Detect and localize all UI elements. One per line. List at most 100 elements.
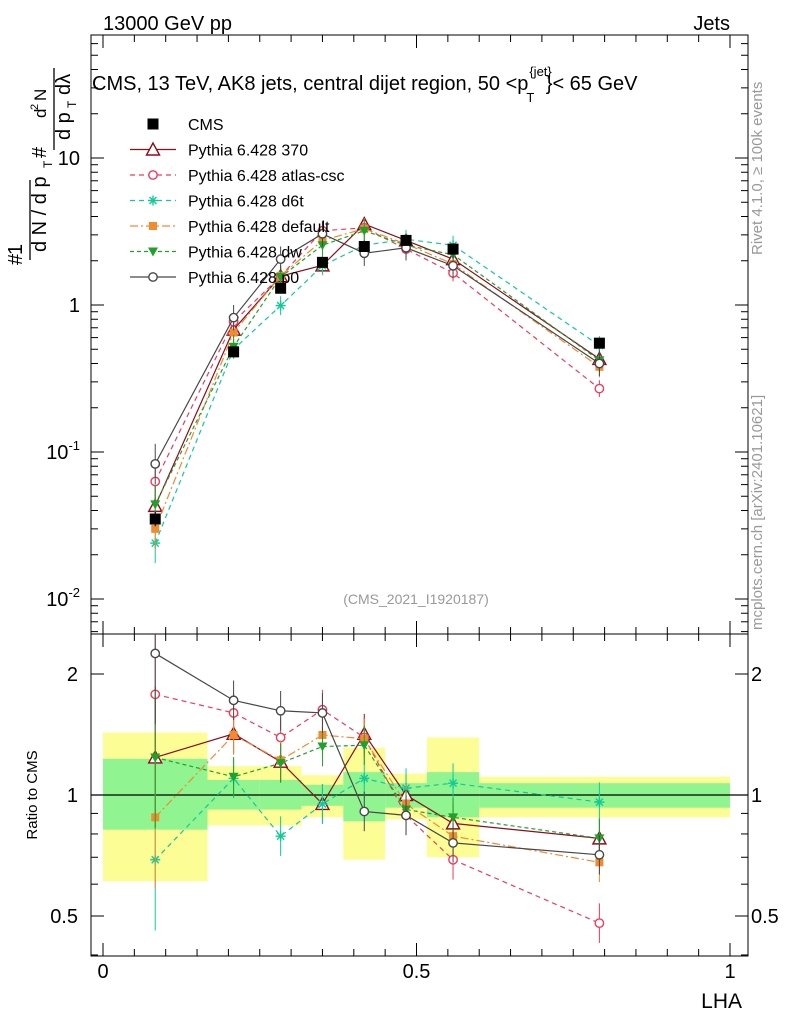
ratio-line <box>154 777 600 861</box>
series-pythia-6-428-default <box>151 218 604 549</box>
cms-point <box>400 234 412 246</box>
ylabel-d2n-sup: 2 <box>29 104 41 110</box>
series-point <box>359 226 370 236</box>
star-stroke <box>360 774 369 783</box>
ylabel-den: d N / d p <box>29 176 51 252</box>
legend-label: Pythia 6.428 d6t <box>188 194 304 211</box>
legend-marker <box>145 141 161 156</box>
ylabel-den-sub: T <box>41 160 55 168</box>
x-tick-label: 1 <box>724 961 735 983</box>
series-point <box>275 254 286 265</box>
ratio-point <box>448 838 458 848</box>
legend-entry: CMS <box>147 117 224 134</box>
cms-data <box>149 234 605 527</box>
series-point <box>594 383 605 394</box>
series-pythia-6-428-370 <box>147 216 608 526</box>
ratio-y-tick-label: 1 <box>67 785 78 807</box>
cms-point <box>275 282 287 294</box>
analysis-watermark: (CMS_2021_I1920187) <box>343 591 489 607</box>
ratio-point <box>150 753 161 763</box>
legend-entry: Pythia 6.428 atlas-csc <box>130 168 345 185</box>
cms-point <box>316 256 328 268</box>
ratio-y-tick-label-right: 1 <box>751 785 762 807</box>
title-sub: T <box>526 90 534 105</box>
star-stroke <box>149 196 157 205</box>
ratio-point <box>228 772 239 782</box>
ylabel-hash2: # <box>29 146 51 158</box>
series-point <box>317 228 328 239</box>
ratio-point <box>594 849 605 860</box>
star-stroke <box>449 779 458 788</box>
y-tick-label: 10-2 <box>46 585 80 611</box>
star-stroke <box>276 301 285 310</box>
legend-label: Pythia 6.428 370 <box>188 143 308 160</box>
star-stroke <box>595 798 604 807</box>
series-point <box>275 273 286 283</box>
ratio-line <box>154 652 600 856</box>
legend-entry: Pythia 6.428 370 <box>130 141 308 160</box>
ratio-point <box>275 705 286 716</box>
series-point <box>448 260 458 271</box>
series-line <box>154 223 600 507</box>
cms-point <box>447 243 459 255</box>
legend-label: Pythia 6.428 p0 <box>188 270 299 287</box>
ylabel-hash: # <box>5 253 27 265</box>
legend-entry: Pythia 6.428 p0 <box>130 270 299 287</box>
legend-label: CMS <box>188 117 224 134</box>
ratio-point <box>317 708 328 718</box>
x-tick-label: 0 <box>97 961 108 983</box>
ratio-point <box>275 759 286 769</box>
legend-marker <box>148 195 158 206</box>
legend-marker <box>148 170 158 180</box>
ylabel-dpt-sub: T <box>65 100 79 108</box>
series-point <box>594 358 605 369</box>
ratio-line <box>155 693 600 924</box>
ratio-y-tick-label: 0.5 <box>50 906 78 928</box>
ratio-point <box>229 731 238 740</box>
legend-label: Pythia 6.428 dw <box>188 245 302 262</box>
ratio-point <box>150 648 161 659</box>
y-tick-label: 10 <box>58 148 80 170</box>
title-sup: {jet} <box>529 64 552 79</box>
ratio-point <box>317 742 328 752</box>
ratio-y-tick-label-right: 2 <box>751 664 762 686</box>
series-pythia-6-428-dw <box>150 219 605 525</box>
legend-entry: Pythia 6.428 d6t <box>130 194 304 211</box>
series-line <box>154 227 600 482</box>
ylabel-dl: dλ <box>53 74 75 95</box>
ratio-y-axis-label: Ratio to CMS <box>24 750 41 839</box>
mcplots-label: mcplots.cern.ch [arXiv:2401.10621] <box>749 395 766 630</box>
series-point <box>275 300 286 311</box>
ratio-y-tick-label: 2 <box>67 664 78 686</box>
series-line <box>154 228 600 530</box>
cms-point <box>149 513 161 525</box>
ratio-point <box>448 813 459 823</box>
ratio-point <box>448 778 459 789</box>
series-line <box>154 238 600 544</box>
legend-marker <box>149 222 157 230</box>
axis-ticks: 0 0.5 1 10-2 10-1 1 10 0.5 0.5 1 1 2 2 <box>46 35 779 983</box>
series-pythia-6-428-atlas-csc <box>150 219 605 502</box>
legend-entry: Pythia 6.428 default <box>130 219 330 236</box>
star-stroke <box>276 832 285 841</box>
legend-marker <box>148 247 158 257</box>
ylabel-d2n: d <box>31 109 50 118</box>
ratio-point <box>228 695 239 706</box>
x-tick-label: 0.5 <box>403 961 431 983</box>
ratio-series-pythia-6-428-p0 <box>150 634 605 875</box>
title-tail: }< 65 GeV <box>546 73 638 95</box>
legend-label: Pythia 6.428 atlas-csc <box>188 168 345 185</box>
ratio-point <box>359 773 370 784</box>
series-point <box>228 312 239 323</box>
process-label: Jets <box>693 13 730 35</box>
legend-marker <box>147 118 159 130</box>
ratio-point <box>275 831 286 842</box>
ratio-uncertainty-bands <box>91 732 748 882</box>
rivet-label: Rivet 4.1.0, ≥ 100k events <box>749 82 766 255</box>
legend-entry: Pythia 6.428 dw <box>130 245 302 262</box>
series-line <box>154 233 600 465</box>
star-stroke <box>318 799 327 808</box>
cms-point <box>593 337 605 349</box>
series-point <box>229 328 238 337</box>
